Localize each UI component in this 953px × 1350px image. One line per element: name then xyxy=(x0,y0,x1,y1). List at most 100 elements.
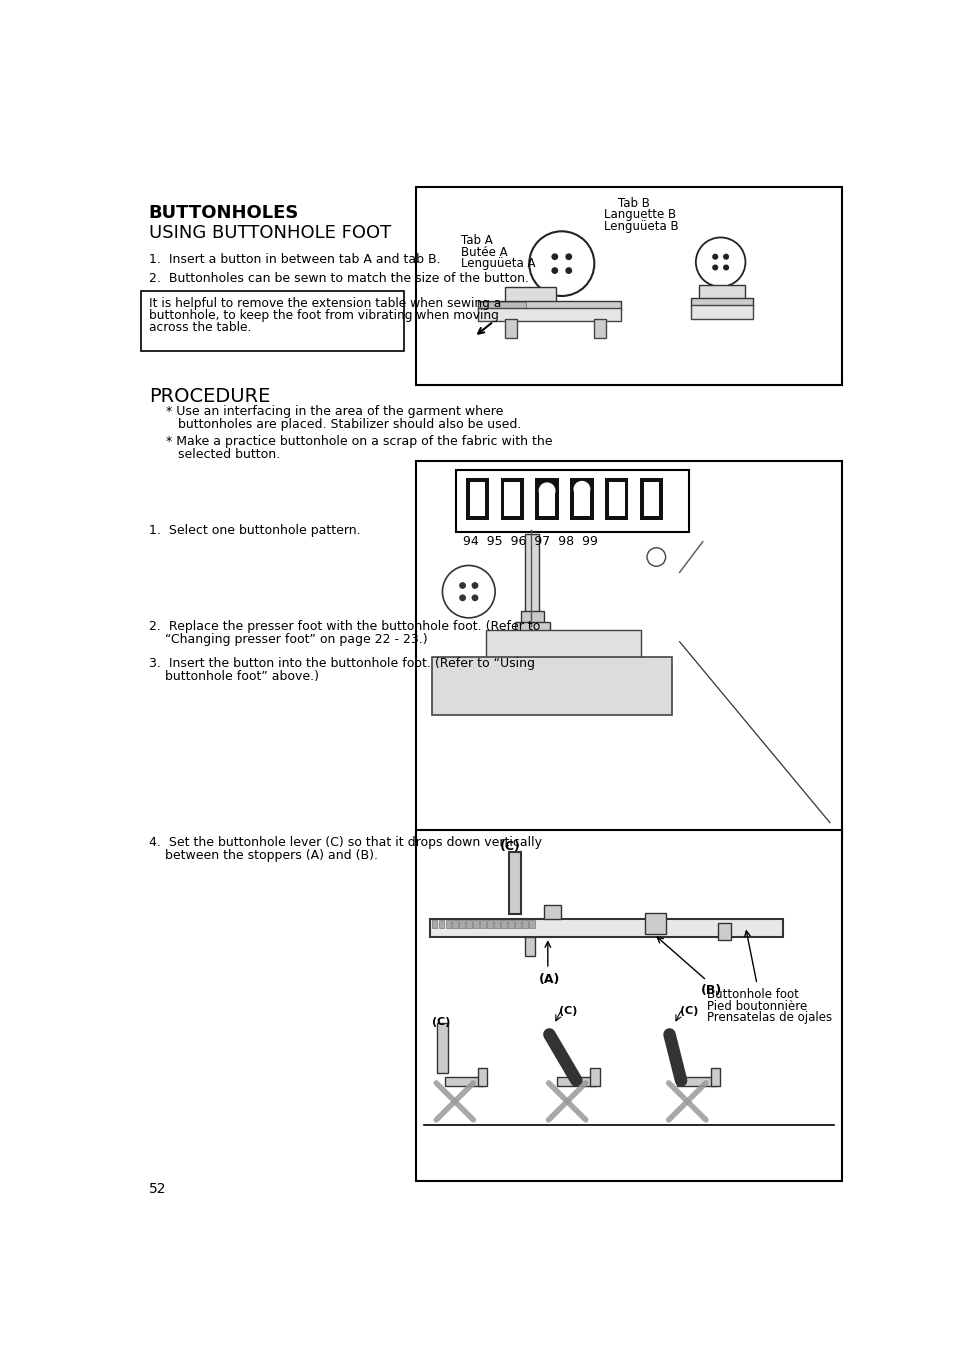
Text: 4.  Set the buttonhole lever (C) so that it drops down vertically: 4. Set the buttonhole lever (C) so that … xyxy=(149,836,541,849)
Bar xyxy=(465,478,488,520)
Bar xyxy=(473,921,478,929)
Text: USING BUTTONHOLE FOOT: USING BUTTONHOLE FOOT xyxy=(149,224,391,242)
Text: 2.  Buttonholes can be sewn to match the size of the button.: 2. Buttonholes can be sewn to match the … xyxy=(149,273,528,285)
Bar xyxy=(594,319,605,339)
Bar xyxy=(436,1023,447,1073)
Bar xyxy=(643,482,659,516)
Text: BUTTONHOLES: BUTTONHOLES xyxy=(149,204,298,223)
Bar xyxy=(524,937,535,956)
Circle shape xyxy=(538,483,555,498)
Bar xyxy=(509,852,521,914)
Text: “Changing presser foot” on page 22 - 23.): “Changing presser foot” on page 22 - 23.… xyxy=(149,633,427,647)
Bar xyxy=(444,1077,483,1085)
Bar xyxy=(459,921,464,929)
Bar xyxy=(718,923,730,940)
Text: Tab B: Tab B xyxy=(617,197,649,211)
Circle shape xyxy=(565,254,571,259)
Bar xyxy=(508,921,513,929)
Circle shape xyxy=(712,254,717,259)
Text: (C): (C) xyxy=(499,840,520,853)
Text: Lenguüeta B: Lenguüeta B xyxy=(604,220,679,232)
Circle shape xyxy=(552,254,557,259)
Text: 94  95  96  97  98  99: 94 95 96 97 98 99 xyxy=(462,536,597,548)
Text: It is helpful to remove the extension table when sewing a: It is helpful to remove the extension ta… xyxy=(149,297,500,309)
Bar xyxy=(416,186,841,385)
Text: Butée A: Butée A xyxy=(460,246,507,259)
Circle shape xyxy=(565,267,571,273)
Bar xyxy=(466,921,472,929)
Bar xyxy=(515,921,520,929)
Circle shape xyxy=(552,267,557,273)
Circle shape xyxy=(459,595,465,601)
Bar xyxy=(445,921,451,929)
Bar xyxy=(494,921,499,929)
Bar xyxy=(574,489,589,516)
Circle shape xyxy=(723,254,728,259)
Text: (A): (A) xyxy=(538,973,560,985)
Bar xyxy=(485,630,640,668)
Bar xyxy=(543,904,560,919)
Bar xyxy=(500,478,523,520)
Circle shape xyxy=(472,583,477,589)
Text: Tab A: Tab A xyxy=(460,235,493,247)
Text: (B): (B) xyxy=(700,984,721,996)
Text: (C): (C) xyxy=(558,1006,578,1017)
Bar xyxy=(699,285,744,300)
Bar xyxy=(487,921,493,929)
Circle shape xyxy=(459,583,465,589)
Bar xyxy=(431,657,671,716)
Bar xyxy=(505,319,517,339)
Text: buttonholes are placed. Stabilizer should also be used.: buttonholes are placed. Stabilizer shoul… xyxy=(158,418,521,432)
Text: 1.  Insert a button in between tab A and tab B.: 1. Insert a button in between tab A and … xyxy=(149,252,440,266)
Bar xyxy=(416,460,841,838)
Bar xyxy=(515,622,550,634)
Bar xyxy=(452,921,457,929)
Bar xyxy=(480,921,485,929)
Bar xyxy=(430,919,781,937)
Text: * Use an interfacing in the area of the garment where: * Use an interfacing in the area of the … xyxy=(158,405,503,418)
Circle shape xyxy=(574,482,589,497)
Bar xyxy=(500,921,506,929)
Bar xyxy=(535,478,558,520)
Circle shape xyxy=(723,265,728,270)
Text: PROCEDURE: PROCEDURE xyxy=(149,387,270,406)
Bar xyxy=(529,921,534,929)
Circle shape xyxy=(472,595,477,601)
Bar xyxy=(557,1077,596,1085)
Bar xyxy=(691,297,753,306)
Bar xyxy=(469,482,484,516)
Bar xyxy=(604,478,628,520)
Text: Pied boutonnière: Pied boutonnière xyxy=(706,1000,806,1012)
Bar xyxy=(644,913,666,934)
Bar xyxy=(524,533,537,618)
Text: selected button.: selected button. xyxy=(158,448,280,462)
Bar xyxy=(479,302,525,308)
Bar xyxy=(477,308,620,321)
Bar xyxy=(477,301,620,310)
Bar xyxy=(504,482,519,516)
Bar xyxy=(691,305,753,319)
Bar xyxy=(521,921,527,929)
Text: (C): (C) xyxy=(431,1017,450,1027)
Bar xyxy=(431,921,436,929)
Circle shape xyxy=(712,265,717,270)
Text: (C): (C) xyxy=(679,1006,698,1017)
Bar xyxy=(710,1068,720,1085)
Bar xyxy=(677,1077,716,1085)
Bar xyxy=(520,612,543,626)
Text: Lenguüeta A: Lenguüeta A xyxy=(460,258,535,270)
Bar xyxy=(639,478,662,520)
Bar xyxy=(570,478,593,520)
Bar xyxy=(416,830,841,1181)
Bar xyxy=(456,470,688,532)
Text: 3.  Insert the button into the buttonhole foot. (Refer to “Using: 3. Insert the button into the buttonhole… xyxy=(149,657,534,670)
Text: buttonhole, to keep the foot from vibrating when moving: buttonhole, to keep the foot from vibrat… xyxy=(149,309,498,323)
Text: between the stoppers (A) and (B).: between the stoppers (A) and (B). xyxy=(149,849,377,861)
Text: 52: 52 xyxy=(149,1183,166,1196)
Bar xyxy=(477,1068,487,1085)
Bar xyxy=(608,482,624,516)
Text: buttonhole foot” above.): buttonhole foot” above.) xyxy=(149,670,318,683)
Bar xyxy=(141,290,404,351)
Text: * Make a practice buttonhole on a scrap of the fabric with the: * Make a practice buttonhole on a scrap … xyxy=(158,435,552,448)
Text: Buttonhole foot: Buttonhole foot xyxy=(706,988,798,1002)
